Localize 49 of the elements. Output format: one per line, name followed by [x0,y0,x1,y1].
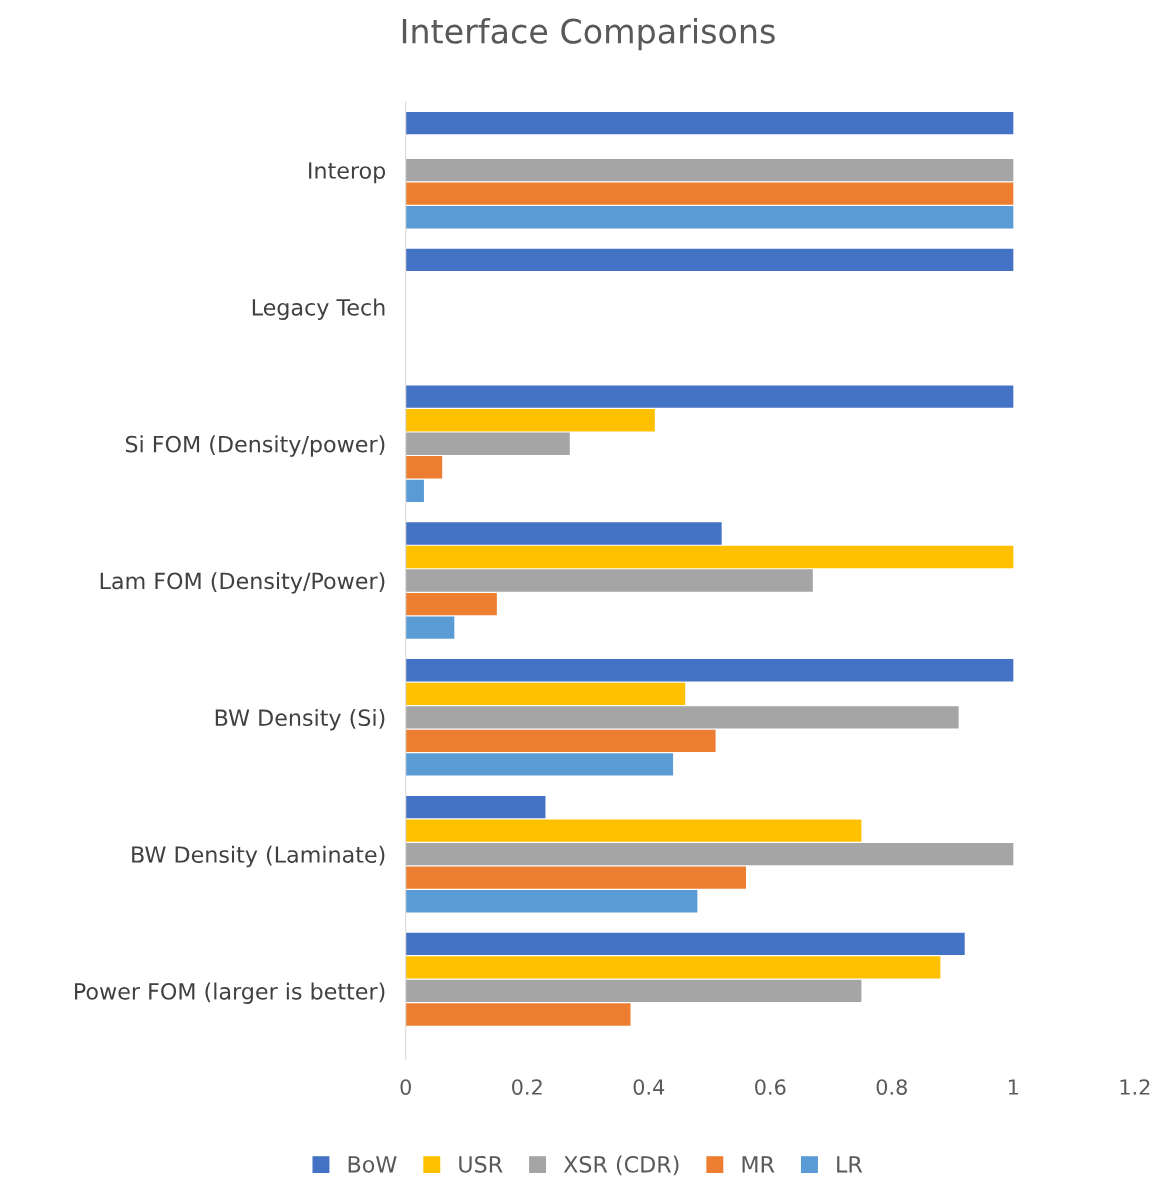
y-tick-label: BW Density (Laminate) [132,845,385,868]
x-tick-label: 0.4 [633,1079,665,1095]
x-tick-label: 1 [1008,1079,1019,1095]
x-tick-label: 0 [400,1079,411,1095]
bar [405,753,674,776]
bar [405,616,455,639]
x-tick-label: 0.2 [512,1079,542,1095]
y-tick-label: Power FOM (larger is better) [75,982,385,1005]
bar [405,248,1014,272]
x-tick-label: 1.2 [1120,1079,1150,1095]
y-tick-label: Legacy Tech [252,298,385,321]
bar [405,111,1014,135]
legend-label: MR [742,1156,775,1173]
bar [405,456,443,479]
bar [405,842,1014,866]
bar [405,819,862,842]
bar [405,522,722,545]
bar [405,592,497,616]
bar [405,932,965,956]
x-tick-label: 0.8 [876,1079,907,1095]
bar [405,479,424,502]
bar [405,182,1014,205]
bar [405,158,1014,182]
bar [405,729,716,753]
bar [405,409,655,432]
legend-label: XSR (CDR) [563,1155,679,1176]
y-tick-label: BW Density (Si) [215,708,385,731]
y-tick-label: Lam FOM (Density/Power) [100,572,385,594]
bar [405,956,941,979]
legend-label: USR [459,1155,503,1173]
bar [405,432,570,455]
legend-label: BoW [348,1156,397,1173]
x-tick-label: 0.6 [755,1079,786,1095]
bar [405,682,686,705]
chart-title: Interface Comparisons [402,17,775,51]
bar [405,795,546,819]
y-tick-label: Si FOM (Density/power) [125,435,385,457]
bar [405,385,1014,408]
y-tick-label: Interop [309,162,386,184]
bar [405,206,1014,229]
bar [405,1003,631,1026]
bar [405,866,746,889]
bar [405,706,959,729]
bar [405,659,1014,682]
bar [405,890,698,913]
bar [405,545,1014,569]
bar [405,569,813,592]
bar [405,979,862,1003]
legend-label: LR [837,1156,863,1173]
